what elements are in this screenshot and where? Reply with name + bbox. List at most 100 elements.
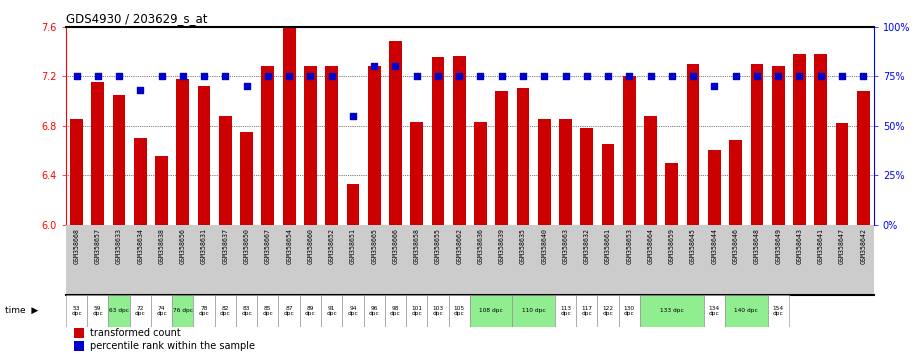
- Point: [303, 73, 318, 79]
- Bar: [835, 123, 848, 224]
- Text: GSM358662: GSM358662: [457, 228, 462, 264]
- Bar: [729, 141, 742, 224]
- Bar: [92, 82, 104, 224]
- Point: [112, 73, 126, 79]
- Text: GSM358644: GSM358644: [711, 228, 717, 264]
- Point: [176, 73, 190, 79]
- Text: transformed count: transformed count: [90, 328, 181, 338]
- Text: 105
dpc: 105 dpc: [454, 306, 465, 316]
- Text: 96
dpc: 96 dpc: [369, 306, 380, 316]
- Bar: [108, 295, 130, 327]
- Bar: [512, 295, 554, 327]
- Point: [218, 73, 232, 79]
- Text: GSM358645: GSM358645: [690, 228, 696, 264]
- Text: GSM358646: GSM358646: [733, 228, 738, 264]
- Text: 117
dpc: 117 dpc: [581, 306, 592, 316]
- Text: GSM358648: GSM358648: [754, 228, 759, 264]
- Text: 108 dpc: 108 dpc: [479, 308, 503, 313]
- Text: GSM358664: GSM358664: [648, 228, 653, 264]
- Bar: [193, 295, 215, 327]
- Text: percentile rank within the sample: percentile rank within the sample: [90, 341, 255, 351]
- Bar: [687, 64, 699, 224]
- Text: GSM358650: GSM358650: [243, 228, 250, 264]
- Text: GSM358635: GSM358635: [520, 228, 526, 264]
- Bar: [750, 64, 763, 224]
- Point: [558, 73, 573, 79]
- Bar: [262, 66, 274, 224]
- Bar: [432, 57, 445, 224]
- Text: GDS4930 / 203629_s_at: GDS4930 / 203629_s_at: [66, 12, 208, 25]
- Point: [367, 63, 382, 69]
- Bar: [321, 295, 342, 327]
- Text: 134
dpc: 134 dpc: [709, 306, 720, 316]
- Point: [133, 87, 147, 93]
- Point: [91, 73, 105, 79]
- Point: [601, 73, 616, 79]
- Bar: [300, 295, 321, 327]
- Bar: [470, 295, 512, 327]
- Point: [622, 73, 637, 79]
- Bar: [665, 162, 678, 224]
- Bar: [278, 295, 300, 327]
- Bar: [474, 122, 487, 224]
- Bar: [198, 86, 210, 224]
- Bar: [793, 54, 806, 224]
- Bar: [283, 28, 296, 224]
- Point: [155, 73, 169, 79]
- Point: [261, 73, 275, 79]
- Text: 110 dpc: 110 dpc: [522, 308, 545, 313]
- Text: 98
dpc: 98 dpc: [390, 306, 401, 316]
- Point: [494, 73, 509, 79]
- Bar: [347, 184, 360, 224]
- Text: GSM358639: GSM358639: [499, 228, 505, 264]
- Text: GSM358651: GSM358651: [350, 228, 356, 264]
- Text: GSM358633: GSM358633: [116, 228, 122, 264]
- Bar: [151, 295, 172, 327]
- Text: GSM358661: GSM358661: [605, 228, 611, 264]
- Bar: [576, 295, 597, 327]
- Bar: [363, 295, 385, 327]
- Bar: [177, 79, 189, 224]
- Point: [431, 73, 446, 79]
- Text: GSM358665: GSM358665: [371, 228, 377, 264]
- Text: GSM358659: GSM358659: [669, 228, 675, 264]
- Point: [388, 63, 403, 69]
- Point: [516, 73, 531, 79]
- Text: 101
dpc: 101 dpc: [411, 306, 422, 316]
- Bar: [771, 66, 784, 224]
- Bar: [257, 295, 278, 327]
- Point: [749, 73, 764, 79]
- Bar: [304, 66, 317, 224]
- Text: GSM358634: GSM358634: [137, 228, 144, 264]
- Bar: [448, 295, 470, 327]
- Point: [813, 73, 828, 79]
- Bar: [219, 116, 231, 224]
- Text: 91
dpc: 91 dpc: [327, 306, 337, 316]
- Bar: [87, 295, 108, 327]
- Bar: [130, 295, 151, 327]
- Bar: [644, 116, 657, 224]
- Point: [324, 73, 339, 79]
- Bar: [70, 119, 83, 224]
- Bar: [559, 119, 572, 224]
- Bar: [856, 91, 869, 224]
- Text: 63 dpc: 63 dpc: [109, 308, 129, 313]
- Bar: [215, 295, 236, 327]
- Bar: [385, 295, 406, 327]
- Bar: [389, 41, 402, 224]
- Text: GSM358656: GSM358656: [180, 228, 186, 264]
- Text: GSM358657: GSM358657: [95, 228, 101, 264]
- Bar: [172, 295, 193, 327]
- Bar: [134, 138, 146, 224]
- Bar: [410, 122, 423, 224]
- Bar: [768, 295, 789, 327]
- Point: [197, 73, 211, 79]
- Text: 72
dpc: 72 dpc: [135, 306, 145, 316]
- Text: GSM358640: GSM358640: [542, 228, 547, 264]
- Text: 103
dpc: 103 dpc: [433, 306, 444, 316]
- Text: GSM358642: GSM358642: [860, 228, 867, 264]
- Bar: [708, 150, 721, 224]
- Text: 89
dpc: 89 dpc: [305, 306, 316, 316]
- Text: 87
dpc: 87 dpc: [284, 306, 295, 316]
- Text: GSM358647: GSM358647: [839, 228, 845, 264]
